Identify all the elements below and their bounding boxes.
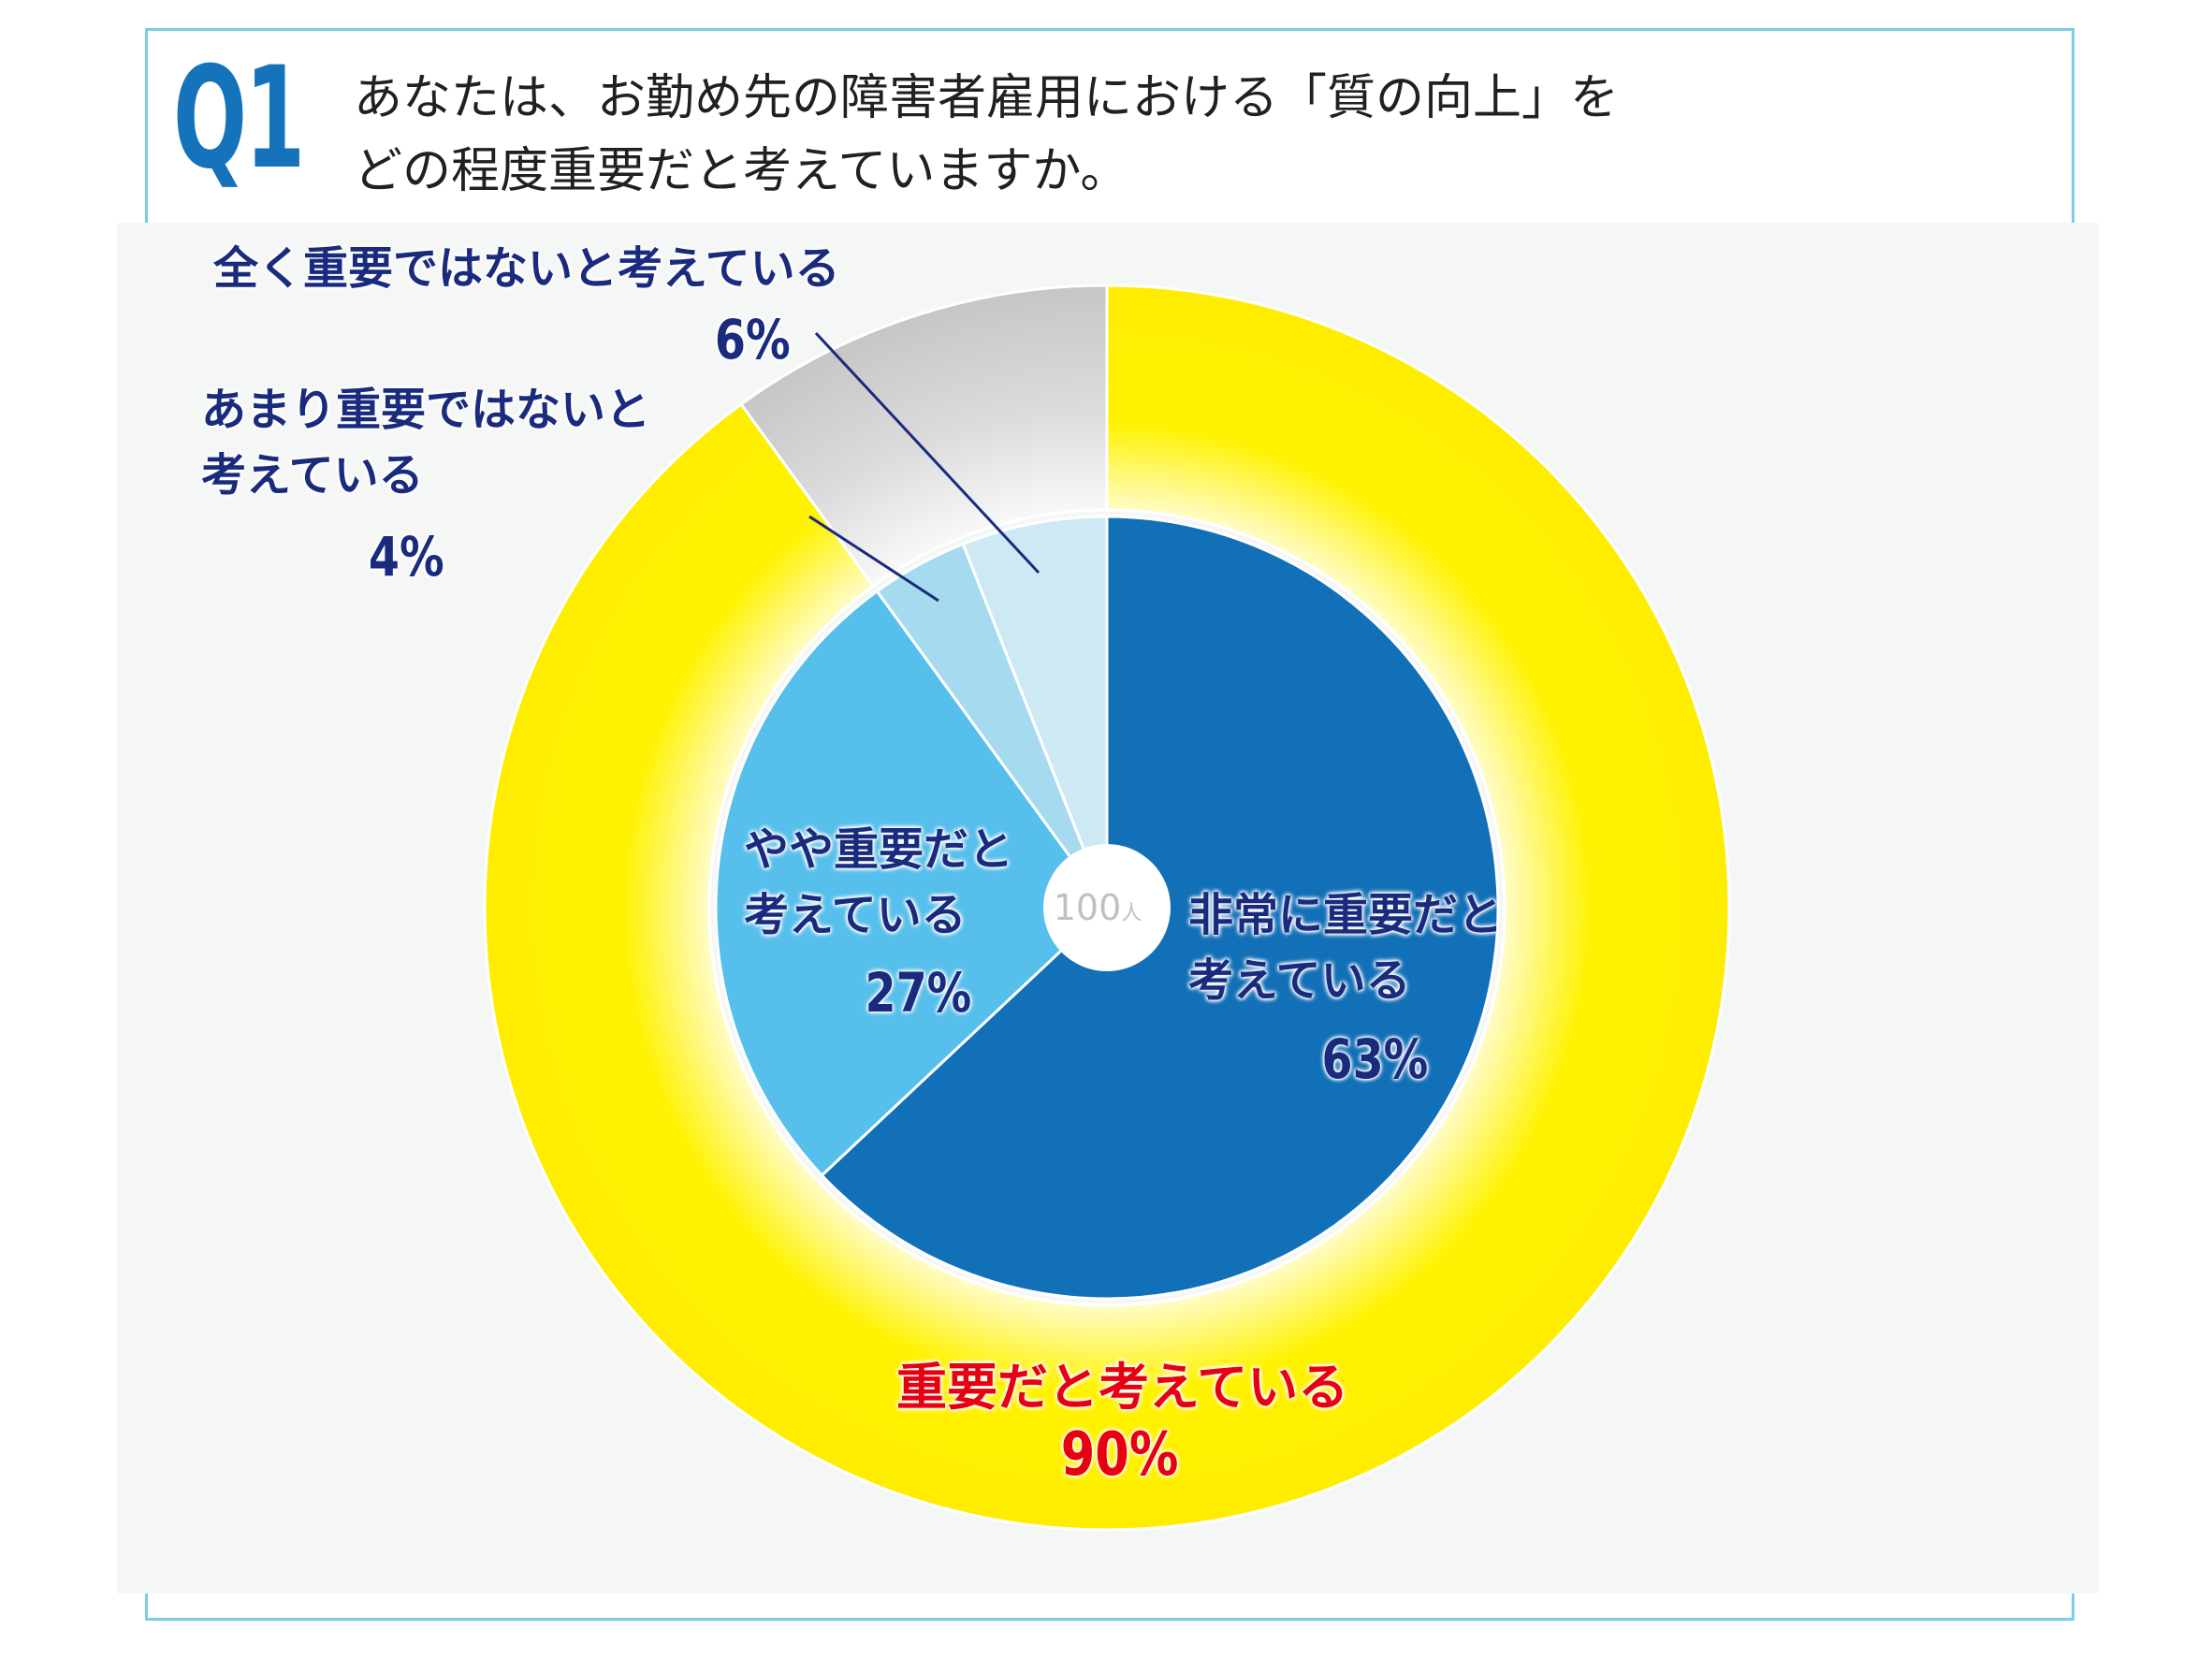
outer-slice-not-important: [739, 284, 1109, 589]
leader-line-somewhat-not-important: [808, 515, 939, 603]
question-number: Q1: [173, 37, 305, 200]
label-somewhat-not-important: あまり重要ではないと 考えている: [201, 384, 651, 502]
label-somewhat-important: やや重要だと 考えている: [744, 823, 1014, 941]
label-very-important: 非常に重要だと 考えている: [1188, 889, 1504, 1007]
center-total-unit: 人: [1121, 902, 1142, 925]
value-outer-important: 90%: [1060, 1420, 1179, 1490]
value-not-important-at-all: 6%: [714, 308, 791, 371]
leader-line-not-important-at-all: [814, 331, 1041, 575]
center-hole: [1043, 844, 1171, 971]
value-very-important: 63%: [1321, 1027, 1429, 1091]
label-not-important-at-all: 全く重要ではないと考えている: [213, 242, 840, 295]
value-somewhat-not-important: 4%: [368, 525, 444, 589]
slice-not-important-at-all: [961, 515, 1109, 909]
question-text: あなたは、お勤め先の障害者雇用における「質の向上」を どの程度重要だと考えていま…: [354, 70, 1620, 199]
outer-slice-important: [483, 284, 1731, 1532]
label-outer-important: 重要だと考えている: [896, 1358, 1349, 1417]
value-somewhat-important: 27%: [865, 961, 972, 1025]
slice-somewhat-important: [714, 589, 1109, 1178]
center-total: 100人: [1034, 875, 1161, 940]
center-total-value: 100: [1053, 887, 1122, 928]
